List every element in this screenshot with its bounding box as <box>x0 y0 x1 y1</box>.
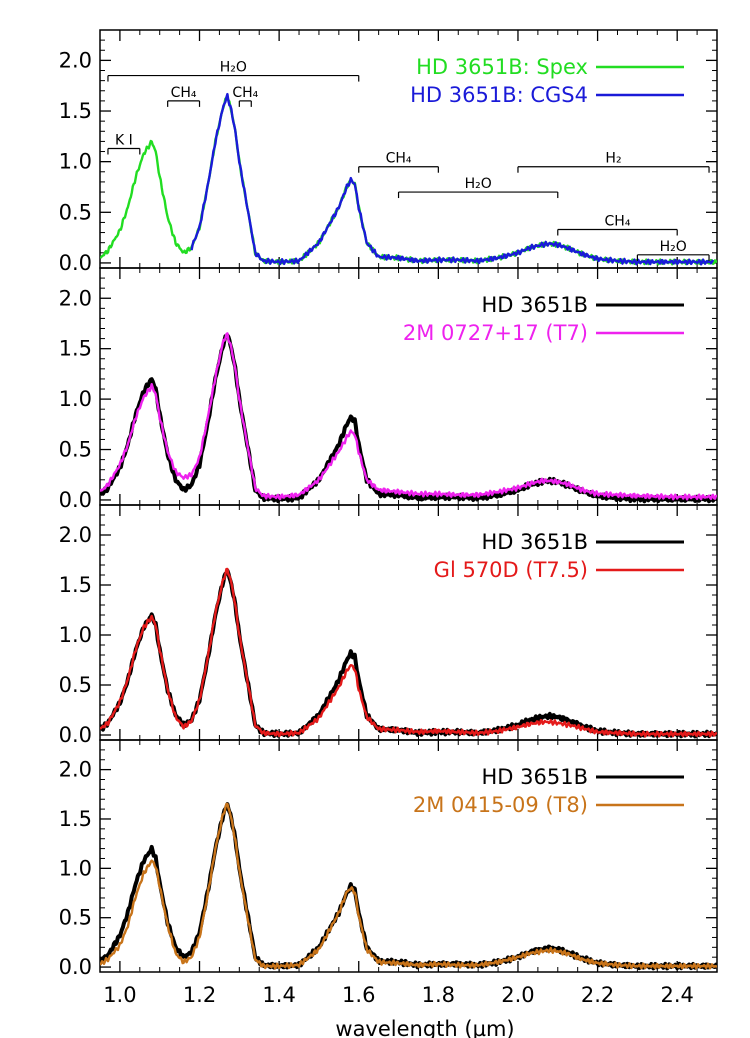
x-tick-label: 2.2 <box>581 983 614 1007</box>
y-tick-label: 0.5 <box>59 906 92 930</box>
panel-1: 0.0 0.5 1.0 1.5 2.0 HD 3651B: Spex HD 3651B: C… <box>59 29 718 275</box>
y-tick-label: 1.0 <box>59 623 92 647</box>
x-axis: 1.0 1.2 1.4 1.6 1.8 2.0 2.2 2.4 <box>103 983 694 1007</box>
y-tick-label: 1.5 <box>59 573 92 597</box>
y-tick-label: 2.0 <box>59 286 92 310</box>
y-tick-label: 0.5 <box>59 438 92 462</box>
legend-label-1: HD 3651B <box>482 765 589 789</box>
y-tick-label: 0.5 <box>59 673 92 697</box>
y-tick-label: 1.0 <box>59 387 92 411</box>
x-tick-label: 2.4 <box>660 983 693 1007</box>
y-tick-label: 1.0 <box>59 856 92 880</box>
panel-3: 0.0 0.5 1.0 1.5 2.0 HD 3651B Gl 570D (T7.5) <box>59 504 718 747</box>
band-label: H₂O <box>465 176 492 192</box>
band-label: H₂O <box>220 60 247 76</box>
legend-label-2: 2M 0727+17 (T7) <box>403 321 588 345</box>
band-label: CH₄ <box>605 214 631 230</box>
panel-frame <box>99 739 718 973</box>
series-line-1 <box>100 96 717 266</box>
panels-layer: 0.0 0.5 1.0 1.5 2.0 HD 3651B: Spex HD 3651B: C… <box>59 29 718 979</box>
y-tick-label: 0.0 <box>59 488 92 512</box>
series-line-2 <box>190 92 715 266</box>
y-tick-label: 0.0 <box>59 251 92 275</box>
band-label: H₂ <box>605 151 621 167</box>
x-tick-label: 1.2 <box>183 983 216 1007</box>
legend-label-1: HD 3651B <box>482 293 589 317</box>
x-tick-label: 2.0 <box>501 983 534 1007</box>
series-line-2 <box>100 332 717 501</box>
y-tick-label: 0.0 <box>59 955 92 979</box>
band-label: K I <box>115 132 133 148</box>
y-tick-label: 0.5 <box>59 200 92 224</box>
series-line-1 <box>100 568 717 739</box>
x-tick-label: 1.8 <box>422 983 455 1007</box>
x-tick-label: 1.0 <box>103 983 136 1007</box>
y-tick-label: 2.0 <box>59 48 92 72</box>
y-tick-label: 1.5 <box>59 99 92 123</box>
x-tick-label: 1.4 <box>262 983 295 1007</box>
y-tick-label: 0.0 <box>59 723 92 747</box>
legend-label-2: 2M 0415-09 (T8) <box>413 793 588 817</box>
band-label: CH₄ <box>386 151 412 167</box>
legend-label-2: HD 3651B: CGS4 <box>410 83 588 107</box>
y-tick-label: 1.0 <box>59 150 92 174</box>
y-tick-label: 1.5 <box>59 807 92 831</box>
x-axis-title: wavelength (µm) <box>335 1017 514 1038</box>
legend-label-1: HD 3651B <box>482 530 589 554</box>
panel-2: 0.0 0.5 1.0 1.5 2.0 HD 3651B 2M 0727+17 (T7) <box>59 267 718 512</box>
panel-frame <box>99 504 718 741</box>
x-tick-label: 1.6 <box>342 983 375 1007</box>
series-line-2 <box>100 802 717 970</box>
series-line-1 <box>100 802 717 971</box>
legend-label-2: Gl 570D (T7.5) <box>434 558 588 582</box>
series-line-2 <box>100 567 717 738</box>
band-label: CH₄ <box>171 85 197 101</box>
y-tick-label: 2.0 <box>59 523 92 547</box>
legend-label-1: HD 3651B: Spex <box>416 55 588 79</box>
y-tick-label: 1.5 <box>59 337 92 361</box>
y-tick-label: 2.0 <box>59 758 92 782</box>
panel-4: 0.0 0.5 1.0 1.5 2.0 HD 3651B 2M 0415-09 (T8) <box>59 739 718 979</box>
band-label: H₂O <box>660 239 687 255</box>
band-label: CH₄ <box>232 85 258 101</box>
panel-frame <box>99 29 718 269</box>
